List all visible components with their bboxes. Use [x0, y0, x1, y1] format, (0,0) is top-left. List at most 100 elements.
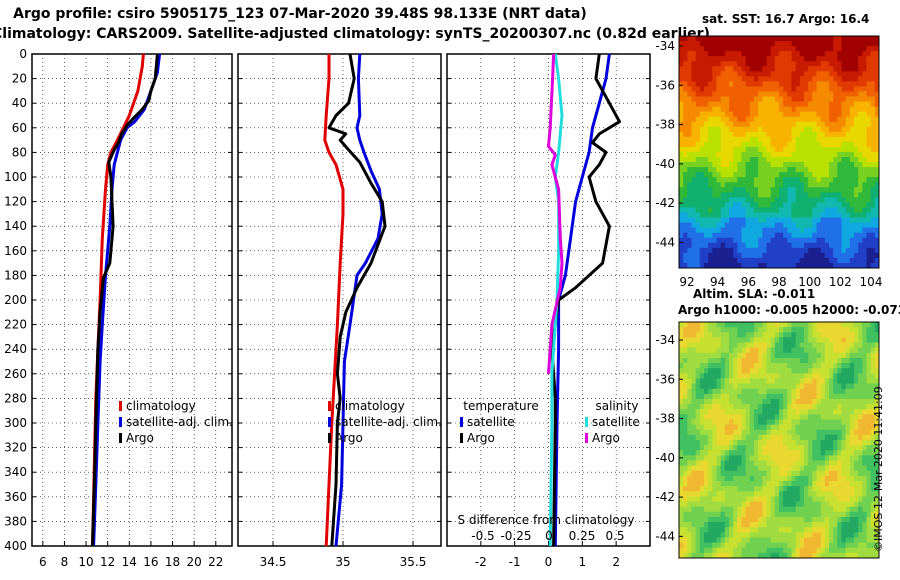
sst-map-cell — [733, 131, 738, 138]
sla-map-cell — [816, 501, 822, 508]
sla-map-cell — [679, 419, 684, 426]
sst-map-cell — [787, 76, 792, 82]
sla-map-cell — [812, 470, 817, 477]
sla-map-cell — [841, 414, 847, 420]
sst-map-cell — [854, 187, 859, 193]
sla-map-cell — [741, 465, 747, 472]
sla-map-cell — [816, 496, 822, 502]
sst-map-cell — [824, 91, 830, 97]
sst-map-cell — [695, 36, 701, 42]
sla-map-cell — [787, 552, 792, 559]
sla-map-cell — [679, 547, 684, 554]
sst-map-cell — [870, 121, 876, 128]
sla-map-cell — [874, 450, 880, 456]
sla-map-cell — [808, 342, 813, 349]
sst-map-cell — [849, 36, 855, 42]
sla-map-cell — [737, 398, 742, 405]
sst-map-cell — [791, 167, 797, 173]
sla-map-cell — [695, 506, 701, 513]
sla-map-cell — [862, 388, 867, 395]
sla-map-cell — [862, 511, 867, 518]
sst-map-cell — [837, 172, 842, 178]
sla-map-cell — [770, 465, 776, 472]
sla-map-cell — [808, 465, 813, 472]
sst-map-cell — [745, 66, 751, 72]
sst-map-cell — [837, 257, 842, 264]
sla-map-cell — [824, 424, 830, 431]
sst-map-cell — [829, 76, 834, 82]
sst-map-cell — [729, 81, 734, 87]
sla-map-cell — [845, 383, 851, 390]
sla-map-cell — [808, 506, 813, 513]
sla-map-cell — [770, 450, 776, 456]
sst-map-cell — [874, 192, 880, 198]
sst-map-cell — [770, 257, 776, 264]
sla-map-cell — [745, 332, 751, 338]
sst-map-cell — [812, 167, 817, 173]
sst-map-cell — [766, 61, 772, 67]
sst-map-cell — [833, 157, 838, 163]
sla-map-cell — [820, 542, 826, 549]
sla-map-cell — [837, 465, 842, 472]
sla-map-cell — [858, 475, 863, 482]
sst-map-cell — [812, 41, 817, 47]
sla-map-cell — [774, 455, 780, 461]
sst-map-cell — [699, 257, 705, 264]
sst-map-cell — [679, 131, 684, 138]
sla-map-cell — [712, 506, 717, 513]
sst-map-cell — [874, 126, 880, 133]
sla-map-cell — [799, 414, 805, 420]
sst-map-cell — [791, 212, 797, 218]
sst-map-cell — [708, 252, 713, 259]
sst-map-cell — [820, 106, 826, 113]
sst-map-cell — [866, 76, 872, 82]
sla-map-cell — [729, 322, 734, 328]
sla-map-cell — [808, 501, 813, 508]
sla-map-cell — [774, 393, 780, 400]
sst-map-cell — [762, 71, 767, 77]
sla-map-cell — [804, 547, 809, 554]
s-tick-label: -0.25 — [500, 529, 531, 543]
sla-map-cell — [833, 552, 838, 559]
sla-map-cell — [737, 419, 742, 426]
sst-map-cell — [845, 157, 851, 163]
sst-map-cell — [816, 76, 822, 82]
sla-map-cell — [820, 516, 826, 523]
sla-map-cell — [862, 496, 867, 502]
sla-map-cell — [720, 475, 726, 482]
sla-map-cell — [845, 532, 851, 538]
sla-map-cell — [716, 363, 722, 369]
sla-map-cell — [691, 393, 697, 400]
sla-map-cell — [812, 511, 817, 518]
sst-map-cell — [833, 237, 838, 244]
sla-map-cell — [741, 486, 747, 492]
sla-map-cell — [812, 363, 817, 369]
sst-map-cell — [841, 116, 847, 123]
sla-map-cell — [795, 440, 801, 446]
sst-map-cell — [858, 86, 863, 92]
sst-map-cell — [745, 116, 751, 123]
sst-map-cell — [758, 41, 763, 47]
sst-map-cell — [758, 116, 763, 123]
sst-map-cell — [849, 192, 855, 198]
sst-map-cell — [758, 71, 763, 77]
sst-map-cell — [833, 232, 838, 239]
sst-map-cell — [729, 197, 734, 203]
sla-map-cell — [729, 414, 734, 420]
sst-map-cell — [729, 146, 734, 153]
sst-map-cell — [716, 111, 722, 118]
sst-map-cell — [812, 177, 817, 183]
sst-map-cell — [808, 252, 813, 259]
sst-map-cell — [712, 146, 717, 153]
sst-map-cell — [683, 207, 688, 213]
sst-map-cell — [866, 177, 872, 183]
sst-map-cell — [708, 36, 713, 42]
sla-map-cell — [787, 404, 792, 410]
sla-map-cell — [829, 368, 834, 374]
sla-map-cell — [691, 547, 697, 554]
sla-map-cell — [745, 450, 751, 456]
sst-map-cell — [733, 202, 738, 208]
sst-map-cell — [741, 71, 747, 77]
sst-map-cell — [716, 202, 722, 208]
sst-map-cell — [695, 162, 701, 168]
